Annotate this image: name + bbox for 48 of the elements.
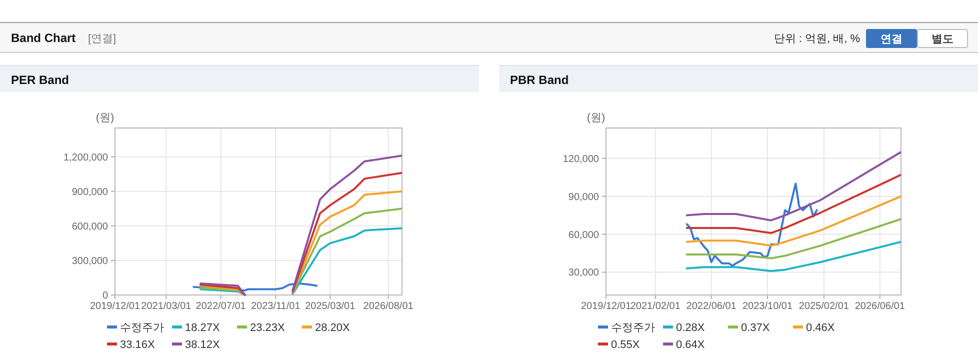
x-tick-label: 2026/06/01 [854,301,906,312]
y-tick-label: 90,000 [568,192,600,203]
legend-label: 33.16X [120,339,156,351]
legend-label: 수정주가 [611,322,655,334]
x-tick-label: 2021/03/01 [141,301,192,312]
chart-title: PER Band [11,73,70,87]
x-tick-label: 2022/07/01 [196,301,246,312]
text: Band Chart [11,31,76,45]
line-series [686,151,901,222]
y-tick-label: 0 [102,290,108,302]
line-series [686,195,901,247]
legend-label: 0.28X [676,322,706,334]
x-tick-label: 2023/10/01 [742,301,793,312]
x-tick-label: 2019/12/01 [580,301,632,312]
legend-label: 0.46X [806,322,836,334]
line-series [686,174,901,234]
x-tick-label: 2022/06/01 [686,301,737,312]
text: 별도 [932,34,954,46]
legend-label: 0.55X [611,339,640,351]
y-tick-label: 120,000 [562,154,600,165]
x-tick-label: 2026/08/01 [363,301,414,312]
x-tick-label: 2021/02/01 [630,301,681,312]
y-tick-label: 60,000 [568,230,600,241]
line-series [686,218,901,260]
y-tick-label: 600,000 [72,221,108,232]
x-tick-label: 2025/02/01 [798,301,850,312]
legend-label: 28.20X [315,322,351,334]
legend-label: 0.37X [741,322,770,334]
legend-label: 18.27X [185,322,221,334]
legend-label: 23.23X [250,322,286,334]
legend-label: 38.12X [185,339,221,351]
y-axis-title: (원) [96,112,114,124]
y-tick-label: 900,000 [72,186,108,198]
line-series [686,182,818,267]
y-tick-label: 30,000 [568,268,600,279]
chart-title: PBR Band [510,73,569,87]
legend-label: 0.64X [676,339,706,351]
y-axis-title: (원) [586,112,606,124]
x-tick-label: 2023/11/01 [250,301,301,312]
text: 연결 [880,34,902,46]
text: 단위 : 억원, 배, % [774,33,860,45]
text: [연결] [88,33,116,45]
x-tick-label: 2019/12/01 [90,301,140,312]
line-series [686,240,901,272]
legend-label: 수정주가 [120,322,164,334]
y-tick-label: 300,000 [72,256,108,267]
y-tick-label: 1,200,000 [64,152,108,164]
x-tick-label: 2025/03/01 [305,301,356,312]
